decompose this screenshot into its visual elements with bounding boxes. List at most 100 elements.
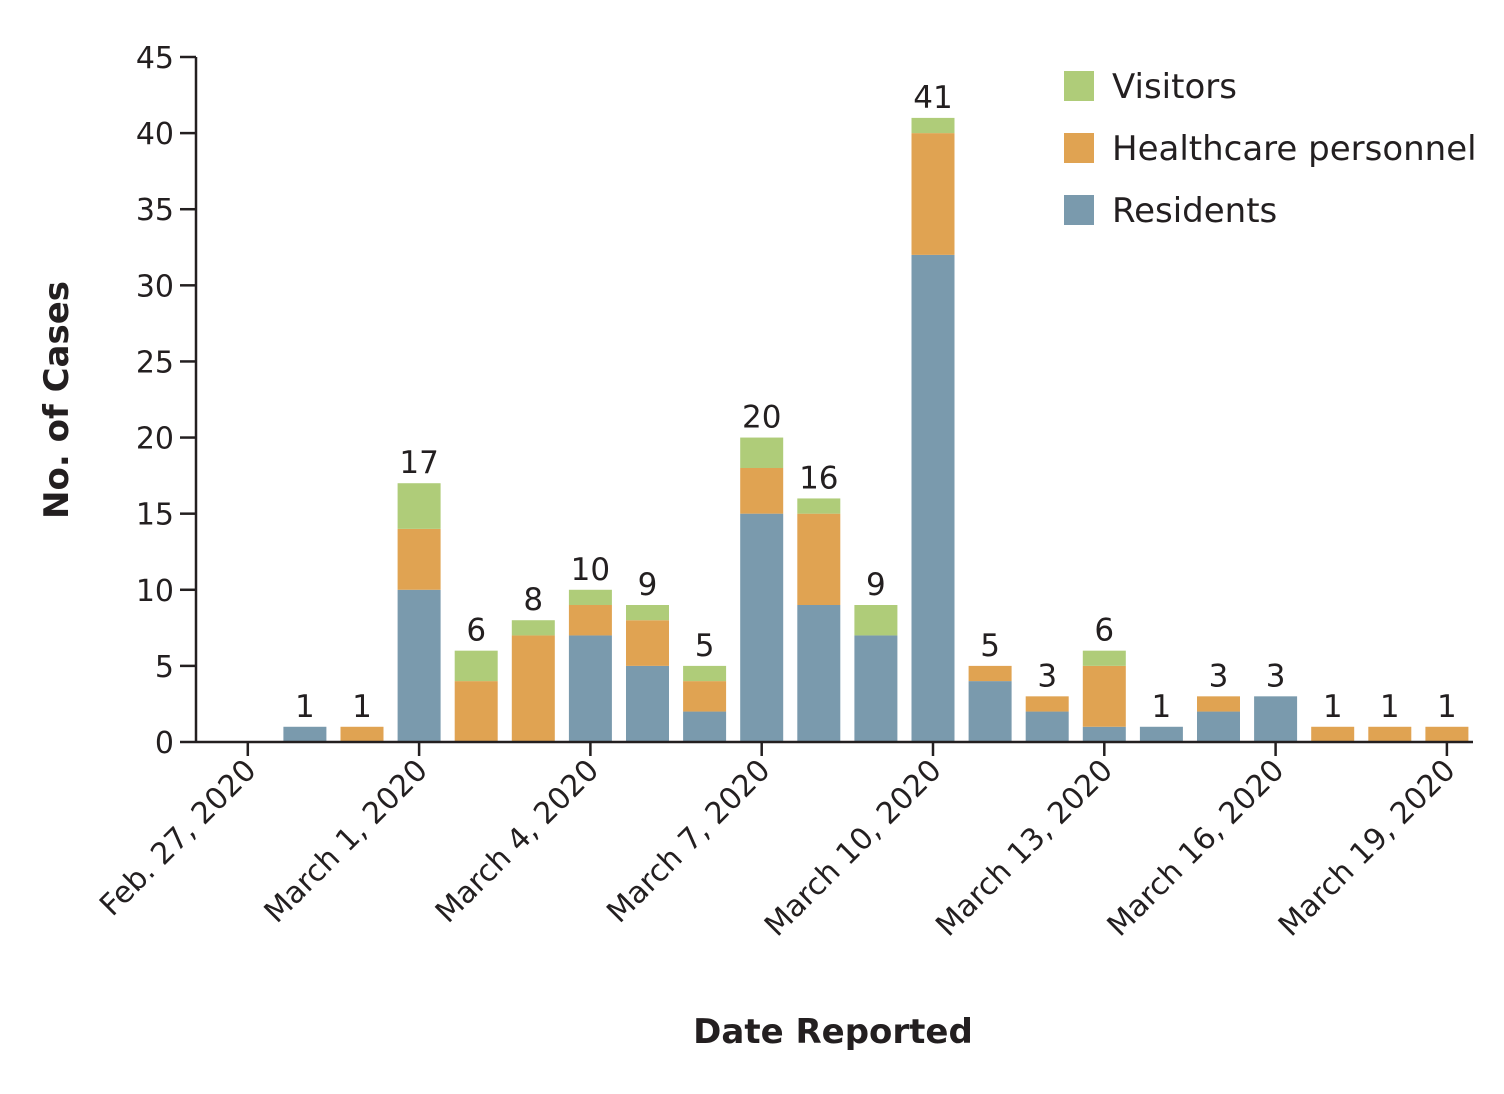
- bar-total-label: 1: [1152, 689, 1172, 725]
- x-tick-label: Feb. 27, 2020: [93, 753, 263, 923]
- y-tick-label: 30: [136, 269, 174, 304]
- bar-segment-healthcare-personnel: [454, 681, 498, 742]
- bar-total-label: 17: [399, 445, 438, 481]
- bar-segment-healthcare-personnel: [968, 665, 1012, 682]
- y-tick-label: 10: [136, 574, 174, 609]
- bar-total-label: 9: [638, 567, 658, 603]
- bar-stack: [968, 665, 1012, 742]
- legend-label-healthcare-personnel: Healthcare personnel: [1112, 129, 1477, 169]
- bar-stack: [854, 605, 898, 742]
- bar-stack: [397, 483, 441, 742]
- bar-total-label: 41: [913, 80, 952, 116]
- bar-stack: [1311, 726, 1355, 742]
- bar-segment-healthcare-personnel: [1425, 726, 1469, 742]
- bar-segment-healthcare-personnel: [1025, 696, 1069, 712]
- bar-segment-healthcare-personnel: [568, 605, 612, 636]
- x-tick-label: March 16, 2020: [1101, 753, 1292, 944]
- bar-total-label: 16: [799, 460, 838, 496]
- bar-segment-residents: [797, 605, 841, 742]
- bar-stack: [340, 726, 384, 742]
- bar-segment-residents: [911, 254, 955, 742]
- bar-total-label: 10: [571, 552, 610, 588]
- y-tick-label: 35: [136, 193, 174, 228]
- bars-layer: [283, 117, 1469, 742]
- bar-segment-healthcare-personnel: [797, 513, 841, 605]
- bar-segment-healthcare-personnel: [340, 726, 384, 742]
- bar-segment-residents: [568, 635, 612, 742]
- bar-stack: [1082, 650, 1126, 742]
- bar-total-label: 6: [1094, 613, 1114, 649]
- bar-stack: [1197, 696, 1240, 742]
- x-tick-label: March 19, 2020: [1272, 753, 1463, 944]
- bar-segment-healthcare-personnel: [626, 620, 669, 666]
- x-tick-label: March 10, 2020: [758, 753, 949, 944]
- bar-total-label: 3: [1266, 658, 1286, 694]
- bar-segment-residents: [1025, 711, 1069, 742]
- bar-stack: [1139, 726, 1183, 742]
- bar-segment-visitors: [1082, 650, 1126, 666]
- bar-segment-visitors: [740, 437, 784, 468]
- bar-segment-residents: [626, 665, 669, 742]
- bar-total-label: 9: [866, 567, 886, 603]
- y-tick-label: 45: [136, 41, 174, 76]
- bar-segment-healthcare-personnel: [511, 635, 555, 742]
- bar-segment-healthcare-personnel: [911, 133, 955, 255]
- bar-stack: [797, 498, 841, 742]
- bar-total-label: 6: [466, 613, 486, 649]
- legend-label-residents: Residents: [1112, 191, 1277, 231]
- legend: Visitors Healthcare personnel Residents: [1064, 67, 1477, 231]
- bar-total-labels: 1 1 17 6 8 10 9 5 20 16 9 41 5 3 6 1 3 3 1 1 1: [295, 80, 1457, 725]
- bar-segment-residents: [968, 681, 1012, 742]
- bar-total-label: 1: [1380, 689, 1400, 725]
- bar-stack: [511, 620, 555, 742]
- bar-segment-healthcare-personnel: [1082, 665, 1126, 727]
- bar-total-label: 1: [295, 689, 315, 725]
- y-tick-label: 25: [136, 345, 174, 380]
- bar-segment-visitors: [568, 589, 612, 605]
- bar-stack: [626, 605, 669, 742]
- bar-stack: [911, 117, 955, 742]
- bar-total-label: 20: [742, 400, 781, 436]
- bar-stack: [1025, 696, 1069, 742]
- bar-segment-healthcare-personnel: [1368, 726, 1412, 742]
- bar-stack: [1425, 726, 1469, 742]
- y-axis-title: No. of Cases: [37, 281, 77, 519]
- bar-segment-visitors: [626, 605, 669, 621]
- x-tick-label: March 7, 2020: [600, 753, 777, 930]
- bar-segment-visitors: [854, 605, 898, 636]
- legend-swatch-visitors: [1064, 71, 1094, 101]
- bar-total-label: 1: [1437, 689, 1457, 725]
- bar-stack: [283, 726, 327, 742]
- bar-stack: [568, 589, 612, 742]
- bar-stack: [454, 650, 498, 742]
- bar-segment-residents: [683, 711, 727, 742]
- y-tick-label: 15: [136, 498, 174, 533]
- bar-segment-residents: [740, 513, 784, 742]
- x-tick-label: March 13, 2020: [929, 753, 1120, 944]
- bar-segment-visitors: [797, 498, 841, 514]
- legend-swatch-healthcare-personnel: [1064, 133, 1094, 163]
- bar-total-label: 1: [1323, 689, 1343, 725]
- bar-segment-residents: [1082, 726, 1126, 742]
- legend-label-visitors: Visitors: [1112, 67, 1237, 107]
- bar-total-label: 3: [1209, 658, 1229, 694]
- x-tick-label: March 1, 2020: [258, 753, 435, 930]
- bar-segment-healthcare-personnel: [1197, 696, 1240, 712]
- bar-segment-residents: [1139, 726, 1183, 742]
- bar-total-label: 8: [523, 582, 543, 618]
- bar-segment-residents: [1197, 711, 1240, 742]
- x-tick-label: March 4, 2020: [429, 753, 606, 930]
- y-tick-label: 20: [136, 422, 174, 457]
- bar-total-label: 5: [980, 628, 1000, 664]
- bar-stack: [1254, 696, 1298, 742]
- y-tick-label: 0: [155, 726, 174, 761]
- bar-stack: [683, 665, 727, 742]
- bar-segment-healthcare-personnel: [683, 681, 727, 712]
- bar-segment-healthcare-personnel: [397, 528, 441, 590]
- y-tick-label: 5: [155, 650, 174, 685]
- y-axis-ticks: 0 5 10 15 20 25 30 35 40 45: [136, 41, 196, 761]
- bar-segment-healthcare-personnel: [1311, 726, 1355, 742]
- bar-stack: [740, 437, 784, 742]
